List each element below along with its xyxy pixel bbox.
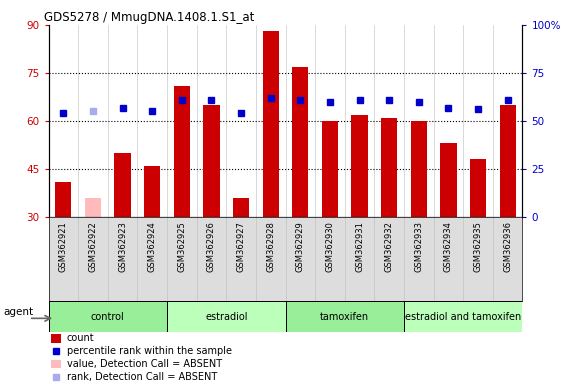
Text: GSM362924: GSM362924 [148, 221, 156, 272]
Text: control: control [91, 312, 124, 322]
Bar [292, 66, 308, 217]
Bar [351, 114, 368, 217]
Bar [500, 105, 516, 217]
Text: estradiol: estradiol [205, 312, 247, 322]
Text: GSM362921: GSM362921 [59, 221, 68, 272]
Bar [85, 198, 101, 217]
Text: tamoxifen: tamoxifen [320, 312, 369, 322]
Bar [263, 31, 279, 217]
Bar [203, 105, 220, 217]
Bar [404, 301, 522, 332]
Text: GSM362925: GSM362925 [178, 221, 186, 272]
Text: estradiol and tamoxifen: estradiol and tamoxifen [405, 312, 521, 322]
Text: GSM362933: GSM362933 [415, 221, 423, 272]
Bar [144, 166, 160, 217]
Text: GSM362934: GSM362934 [444, 221, 453, 272]
Text: GSM362935: GSM362935 [473, 221, 482, 272]
Text: count: count [67, 333, 94, 343]
Bar [174, 86, 190, 217]
Bar [114, 153, 131, 217]
Text: GDS5278 / MmugDNA.1408.1.S1_at: GDS5278 / MmugDNA.1408.1.S1_at [44, 11, 254, 24]
Bar [55, 182, 71, 217]
Bar [411, 121, 427, 217]
Bar [167, 301, 286, 332]
Bar [322, 121, 338, 217]
Text: GSM362931: GSM362931 [355, 221, 364, 272]
Text: GSM362936: GSM362936 [503, 221, 512, 272]
Text: GSM362923: GSM362923 [118, 221, 127, 272]
Text: GSM362928: GSM362928 [266, 221, 275, 272]
Bar [440, 143, 457, 217]
Bar [49, 301, 167, 332]
Bar [51, 334, 61, 343]
Text: GSM362932: GSM362932 [385, 221, 393, 272]
Text: agent: agent [3, 307, 33, 317]
Text: GSM362929: GSM362929 [296, 221, 305, 272]
Bar [286, 301, 404, 332]
Bar [381, 118, 397, 217]
Bar [51, 360, 61, 369]
Text: GSM362926: GSM362926 [207, 221, 216, 272]
Text: value, Detection Call = ABSENT: value, Detection Call = ABSENT [67, 359, 222, 369]
Text: rank, Detection Call = ABSENT: rank, Detection Call = ABSENT [67, 372, 217, 382]
Bar [233, 198, 249, 217]
Text: GSM362922: GSM362922 [89, 221, 98, 272]
Bar [470, 159, 486, 217]
Text: percentile rank within the sample: percentile rank within the sample [67, 346, 232, 356]
Text: GSM362930: GSM362930 [325, 221, 335, 272]
Text: GSM362927: GSM362927 [236, 221, 246, 272]
